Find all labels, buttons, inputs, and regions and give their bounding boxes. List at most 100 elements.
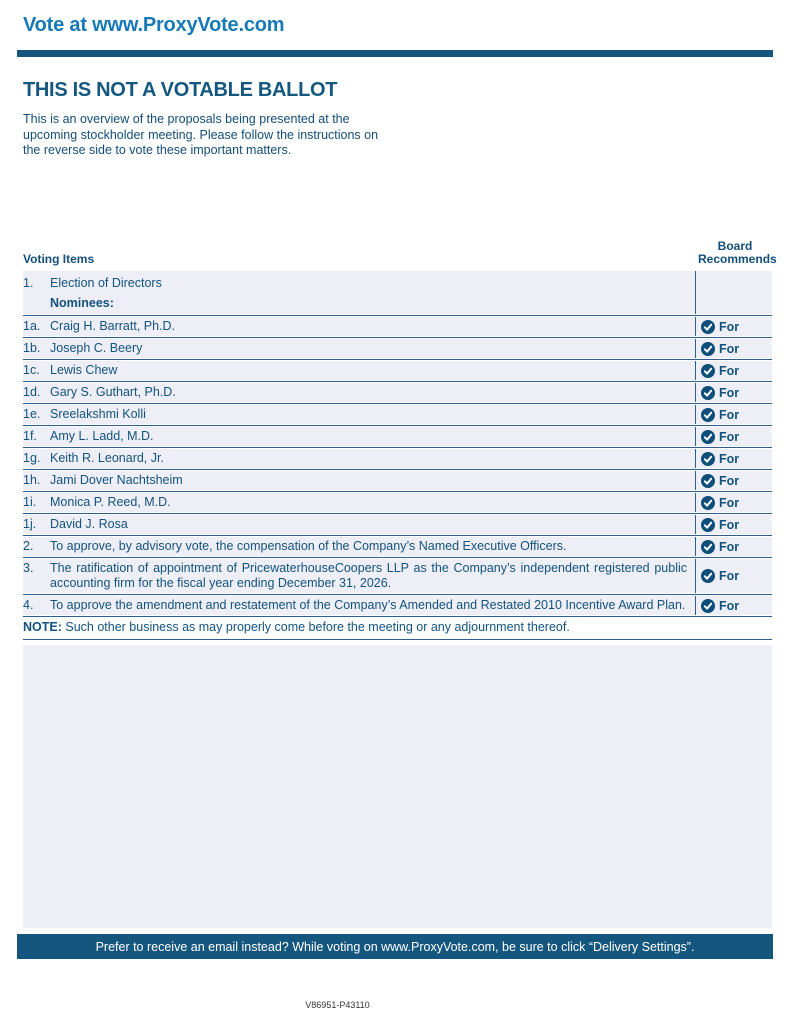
- board-recommendation-cell: For: [696, 537, 772, 556]
- recommendation-label: For: [719, 363, 740, 378]
- item-line: Joseph C. Beery: [50, 341, 143, 355]
- check-circle-icon: [701, 569, 715, 583]
- item-line: Amy L. Ladd, M.D.: [50, 429, 154, 443]
- footer-banner: Prefer to receive an email instead? Whil…: [17, 934, 773, 959]
- recommendation-label: For: [719, 569, 740, 583]
- recommendation-label: For: [719, 517, 740, 532]
- row-separator: [23, 638, 772, 641]
- board-recommendation-cell: For: [696, 317, 772, 336]
- recommendation-label: For: [719, 319, 740, 334]
- item-text: Lewis Chew: [50, 363, 687, 378]
- voting-item-cell: 1h. Jami Dover Nachtsheim: [23, 471, 696, 490]
- item-number: 1g.: [23, 451, 41, 465]
- item-number: 1i.: [23, 495, 37, 509]
- row-separator: [23, 380, 772, 383]
- item-line: The ratification of appointment of Price…: [50, 561, 687, 590]
- header-divider-bar: [17, 50, 773, 57]
- row-separator: [23, 402, 772, 405]
- recommendation-label: For: [719, 598, 740, 613]
- board-recommendation-cell: For: [696, 383, 772, 402]
- table-tail-gap: [23, 641, 772, 645]
- item-text: David J. Rosa: [50, 517, 687, 532]
- check-circle-icon: [701, 363, 715, 378]
- check-circle-icon: [701, 429, 715, 444]
- item-line: Monica P. Reed, M.D.: [50, 495, 171, 509]
- voting-item-cell: 1e. Sreelakshmi Kolli: [23, 405, 696, 424]
- table-row: 1j. David J. Rosa For: [23, 515, 772, 534]
- board-recommendation-cell: For: [696, 361, 772, 380]
- board-recommendation-cell: For: [696, 449, 772, 468]
- item-number: 1h.: [23, 473, 41, 487]
- table-row: 1c. Lewis Chew For: [23, 361, 772, 380]
- form-code: V86951-P43110: [305, 1000, 370, 1010]
- item-line: Lewis Chew: [50, 363, 118, 377]
- item-text: Joseph C. Beery: [50, 341, 687, 356]
- voting-items-table: Voting Items Board Recommends 1. Election…: [23, 240, 777, 928]
- item-number: 1c.: [23, 363, 40, 377]
- table-row: 2. To approve, by advisory vote, the comp…: [23, 537, 772, 556]
- table-row: 1i. Monica P. Reed, M.D. For: [23, 493, 772, 512]
- check-circle-icon: [701, 517, 715, 532]
- table-row: 1a. Craig H. Barratt, Ph.D. For: [23, 317, 772, 336]
- row-separator: [23, 512, 772, 515]
- table-row: 3. The ratification of appointment of Pri…: [23, 559, 772, 593]
- item-text: To approve the amendment and restatement…: [50, 598, 687, 613]
- table-row: 1. Election of Directors Nominees:: [23, 271, 772, 314]
- page-title: Vote at www.ProxyVote.com: [23, 14, 285, 36]
- table-row: 1h. Jami Dover Nachtsheim For: [23, 471, 772, 490]
- voting-item-cell: 1. Election of Directors Nominees:: [23, 271, 696, 314]
- empty-shaded-area: [23, 645, 772, 928]
- row-separator: [23, 314, 772, 317]
- row-separator: [23, 534, 772, 537]
- recommendation-label: For: [719, 429, 740, 444]
- item-text: Keith R. Leonard, Jr.: [50, 451, 687, 466]
- board-recommendation-cell: For: [696, 596, 772, 615]
- note-text: Such other business as may properly come…: [61, 620, 570, 634]
- board-recommendation-cell: For: [696, 405, 772, 424]
- recommendation-label: For: [719, 385, 740, 400]
- check-circle-icon: [701, 539, 715, 554]
- row-separator: [23, 446, 772, 449]
- item-line: David J. Rosa: [50, 517, 128, 531]
- ballot-heading: THIS IS NOT A VOTABLE BALLOT: [23, 79, 338, 101]
- item-number: 1a.: [23, 319, 41, 333]
- table-header: Voting Items Board Recommends: [23, 240, 777, 267]
- board-recommendation-cell: [696, 271, 772, 314]
- item-number: 1f.: [23, 429, 37, 443]
- voting-item-cell: 1j. David J. Rosa: [23, 515, 696, 534]
- board-recommendation-cell: For: [696, 339, 772, 358]
- check-circle-icon: [701, 319, 715, 334]
- table-row: 1f. Amy L. Ladd, M.D. For: [23, 427, 772, 446]
- item-number: 4.: [23, 598, 34, 612]
- recommendation-label: For: [719, 495, 740, 510]
- voting-item-cell: 1b. Joseph C. Beery: [23, 339, 696, 358]
- item-number: 2.: [23, 539, 34, 553]
- recommendation-label: For: [719, 407, 740, 422]
- check-circle-icon: [701, 407, 715, 422]
- voting-item-cell: 1i. Monica P. Reed, M.D.: [23, 493, 696, 512]
- item-line: Jami Dover Nachtsheim: [50, 473, 183, 487]
- row-separator: [23, 490, 772, 493]
- board-recommendation-cell: For: [696, 471, 772, 490]
- note-label: NOTE:: [23, 620, 62, 634]
- item-text: Sreelakshmi Kolli: [50, 407, 687, 422]
- row-separator: [23, 593, 772, 596]
- table-row: 4. To approve the amendment and restateme…: [23, 596, 772, 615]
- item-number: 1d.: [23, 385, 41, 399]
- item-line: To approve the amendment and restatement…: [50, 598, 686, 612]
- row-separator: [23, 424, 772, 427]
- check-circle-icon: [701, 341, 715, 356]
- voting-item-cell: 1g. Keith R. Leonard, Jr.: [23, 449, 696, 468]
- item-number: 1b.: [23, 341, 41, 355]
- check-circle-icon: [701, 495, 715, 510]
- board-recommendation-cell: For: [696, 559, 772, 593]
- item-number: 3.: [23, 561, 34, 575]
- recommendation-label: For: [719, 539, 740, 554]
- check-circle-icon: [701, 451, 715, 466]
- item-line: Nominees:: [50, 296, 114, 310]
- recommendation-label: For: [719, 341, 740, 356]
- recommendation-label: For: [719, 451, 740, 466]
- item-text: Gary S. Guthart, Ph.D.: [50, 385, 687, 400]
- check-circle-icon: [701, 385, 715, 400]
